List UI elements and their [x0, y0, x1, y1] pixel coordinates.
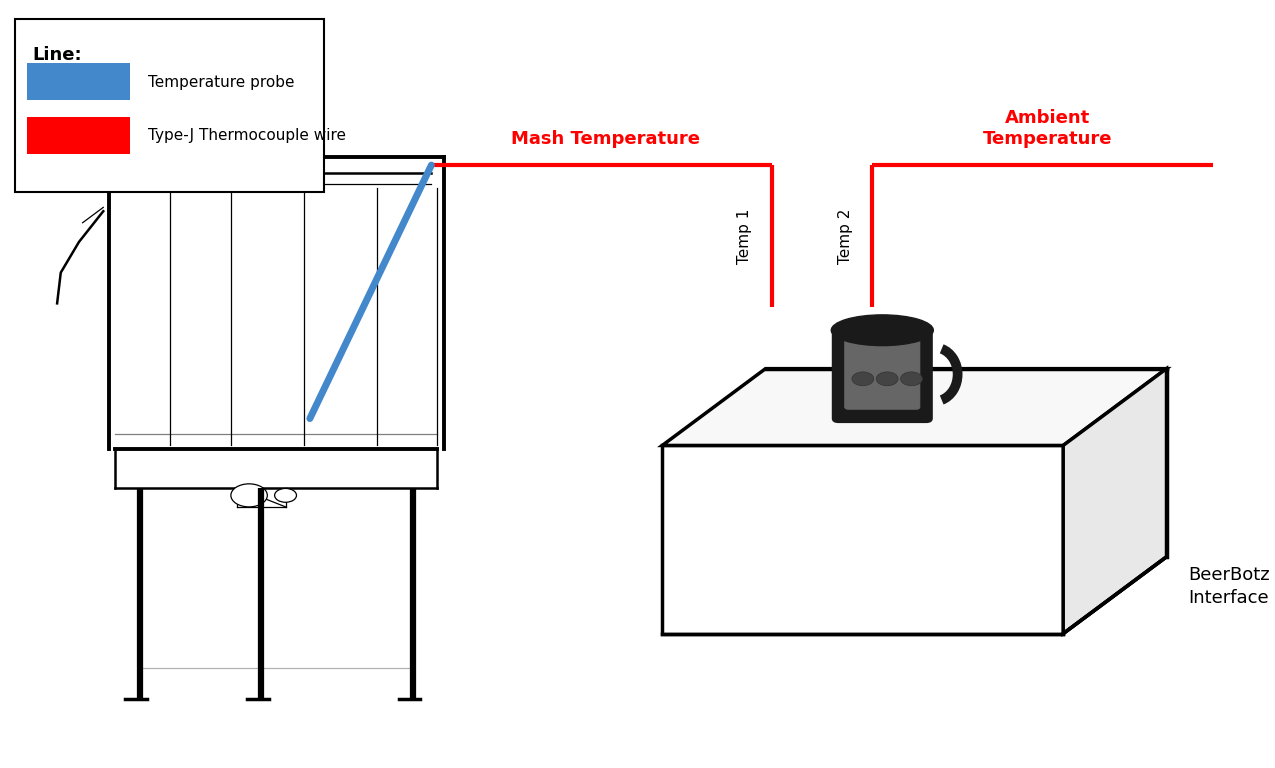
Polygon shape [662, 369, 1167, 445]
Text: Ambient
Temperature: Ambient Temperature [983, 109, 1112, 148]
Text: Mash Temperature: Mash Temperature [510, 131, 700, 148]
Bar [662, 445, 1063, 634]
Text: Line:: Line: [33, 46, 83, 64]
Circle shape [876, 372, 898, 386]
Circle shape [852, 372, 873, 386]
Text: Temperature probe: Temperature probe [148, 74, 295, 90]
Circle shape [274, 488, 297, 502]
Circle shape [900, 372, 922, 386]
Polygon shape [1063, 369, 1167, 634]
Text: Temp 1: Temp 1 [737, 208, 752, 264]
FancyBboxPatch shape [844, 336, 921, 409]
Ellipse shape [831, 315, 933, 346]
FancyBboxPatch shape [833, 326, 932, 422]
Text: Temp 2: Temp 2 [838, 208, 853, 264]
Text: Type-J Thermocouple wire: Type-J Thermocouple wire [148, 128, 347, 144]
Bar [27, 117, 130, 154]
Text: BeerBotz
Interface: BeerBotz Interface [1188, 567, 1270, 607]
Circle shape [231, 484, 268, 507]
Bar [14, 19, 324, 192]
Bar [27, 63, 130, 100]
